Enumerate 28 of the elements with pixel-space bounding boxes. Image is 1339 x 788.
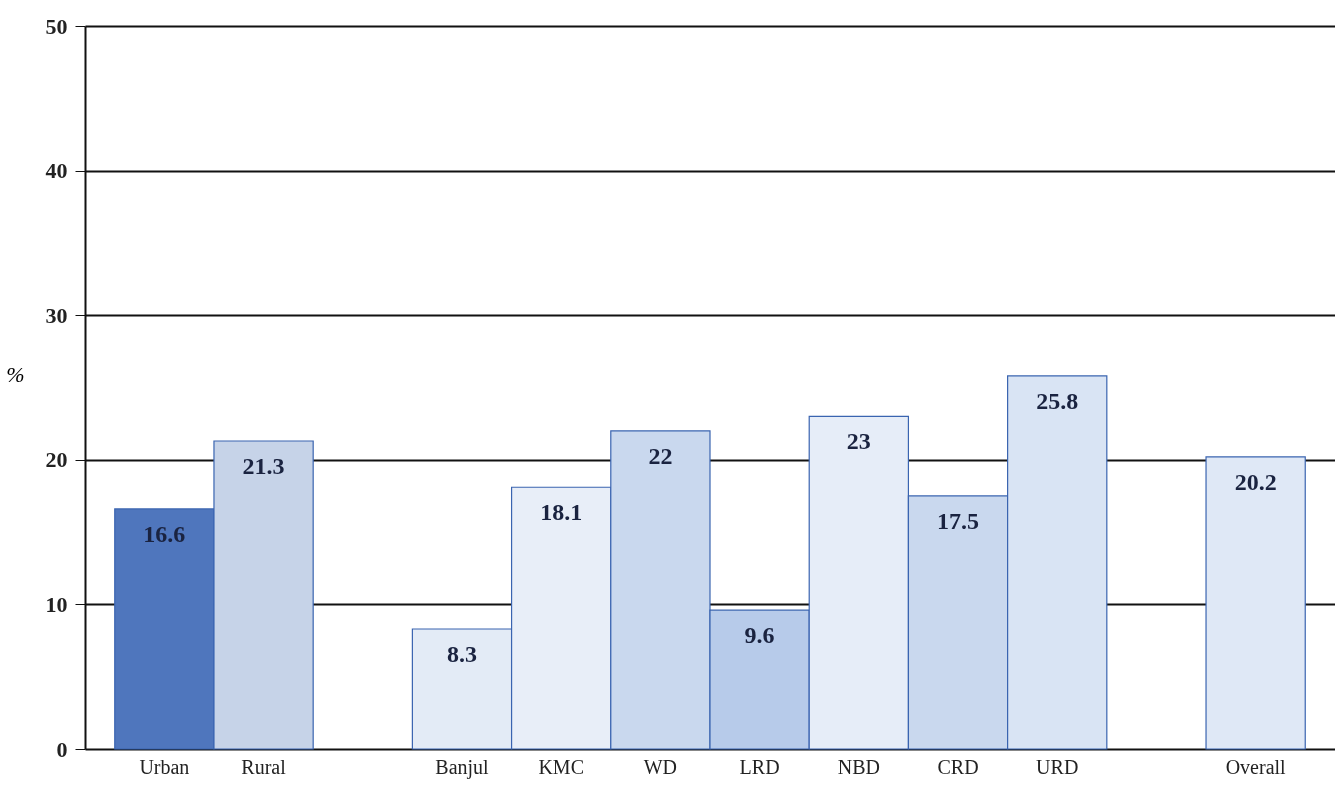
x-tick-label: LRD xyxy=(739,755,780,778)
data-label: 23 xyxy=(846,428,871,455)
data-label: 21.3 xyxy=(242,453,285,479)
x-tick-label: CRD xyxy=(937,755,979,778)
x-tick-label: KMC xyxy=(538,755,584,778)
x-tick-label: Overall xyxy=(1225,755,1287,778)
data-label: 18.1 xyxy=(540,499,583,526)
data-label: 9.6 xyxy=(744,622,775,649)
x-tick-label: Banjul xyxy=(435,755,490,779)
y-tick-label: 10 xyxy=(45,591,68,617)
x-tick-label: NBD xyxy=(837,755,880,778)
y-axis-title: % xyxy=(6,361,25,387)
data-label: 8.3 xyxy=(446,640,477,667)
data-label: 22 xyxy=(648,442,673,469)
data-label: 17.5 xyxy=(937,507,980,534)
y-tick-label: 30 xyxy=(45,302,68,328)
data-label: 20.2 xyxy=(1234,468,1277,495)
y-tick-label: 0 xyxy=(56,736,68,762)
data-label: 16.6 xyxy=(143,520,186,547)
y-tick-label: 20 xyxy=(45,447,68,473)
y-tick-label: 50 xyxy=(45,13,68,39)
x-tick-label: URD xyxy=(1036,755,1079,778)
data-label: 25.8 xyxy=(1036,387,1079,414)
x-tick-label: Rural xyxy=(241,755,287,778)
x-tick-label: WD xyxy=(643,755,678,778)
y-tick-label: 40 xyxy=(45,158,68,184)
bar xyxy=(1205,456,1306,750)
x-tick-label: Urban xyxy=(139,755,190,778)
